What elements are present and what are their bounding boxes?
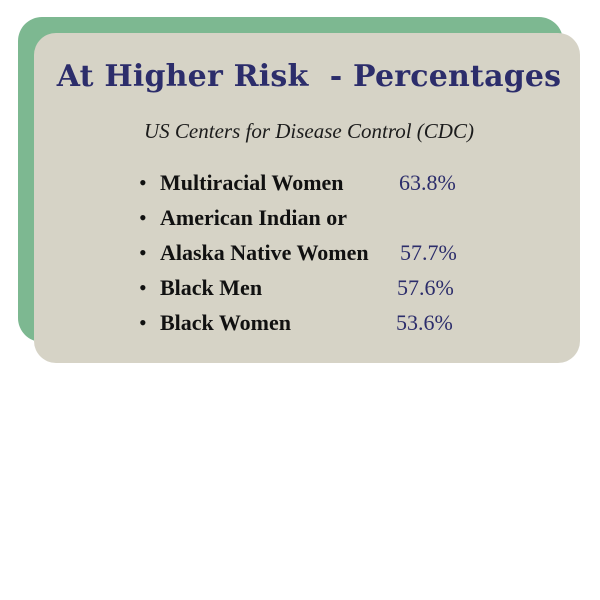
slide-subtitle: US Centers for Disease Control (CDC) xyxy=(144,119,474,143)
list-item: • Black Men 57.6% xyxy=(139,273,479,308)
list-item: • Alaska Native Women 57.7% xyxy=(139,238,479,273)
list-item: • American Indian or xyxy=(139,203,479,238)
bullet-icon: • xyxy=(139,205,147,230)
list-item-value: 57.6% xyxy=(397,275,454,300)
list-item-label: Black Women xyxy=(160,310,292,335)
list-item-label: Multiracial Women xyxy=(160,170,344,195)
list-item-value: 63.8% xyxy=(399,170,456,195)
list-item-label: Alaska Native Women xyxy=(160,240,369,265)
bullet-icon: • xyxy=(139,170,147,195)
list-item: • Multiracial Women 63.8% xyxy=(139,168,479,203)
risk-list: • Multiracial Women 63.8% • American Ind… xyxy=(139,168,479,343)
bullet-icon: • xyxy=(139,310,147,335)
list-item-value: 57.7% xyxy=(400,240,457,265)
list-item-label: Black Men xyxy=(160,275,263,300)
bullet-icon: • xyxy=(139,240,147,265)
bullet-icon: • xyxy=(139,275,147,300)
list-item-value: 53.6% xyxy=(396,310,453,335)
list-item-label: American Indian or xyxy=(160,205,347,230)
content-card: At Higher Risk - Percentages US Centers … xyxy=(34,33,580,363)
list-item: • Black Women 53.6% xyxy=(139,308,479,343)
slide-title: At Higher Risk - Percentages xyxy=(56,59,562,94)
